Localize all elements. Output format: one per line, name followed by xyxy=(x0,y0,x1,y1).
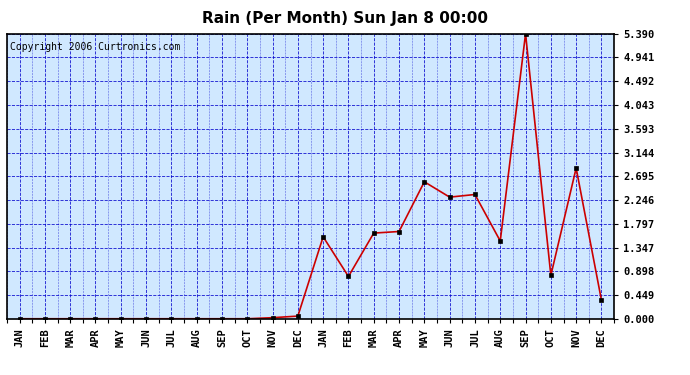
Text: Copyright 2006 Curtronics.com: Copyright 2006 Curtronics.com xyxy=(10,42,180,52)
Text: Rain (Per Month) Sun Jan 8 00:00: Rain (Per Month) Sun Jan 8 00:00 xyxy=(202,11,488,26)
